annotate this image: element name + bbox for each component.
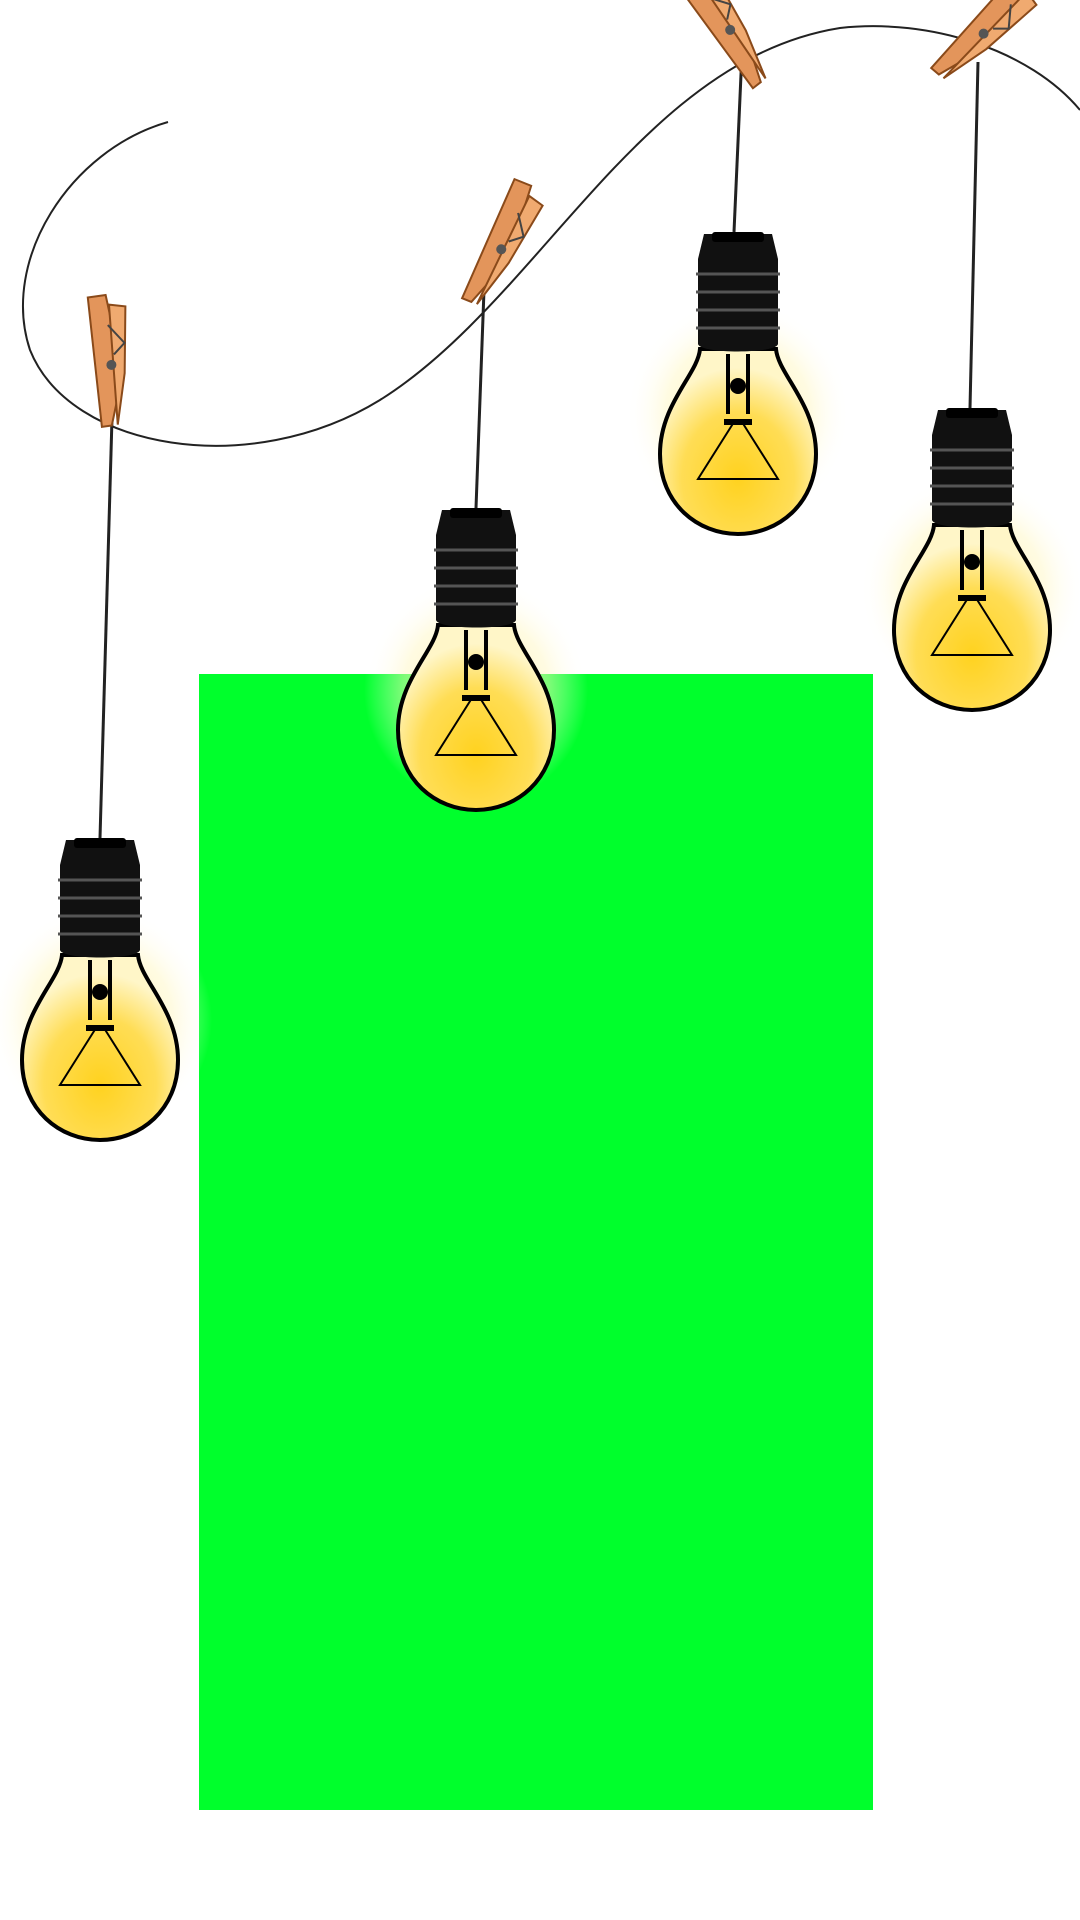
light-bulb-3 (626, 232, 850, 534)
hanging-wire (21, 25, 1080, 447)
clothespin-3 (671, 0, 786, 90)
drop-wire-2 (474, 289, 486, 509)
light-bulb-1 (0, 838, 212, 1140)
green-screen-panel (199, 674, 873, 1810)
clothespin-1 (82, 291, 143, 428)
clothespin-4 (930, 0, 1047, 95)
drop-wire-1 (98, 417, 114, 839)
clothespin-2 (461, 176, 549, 315)
drop-wire-3 (732, 51, 744, 233)
drop-wire-4 (968, 61, 980, 409)
light-bulb-4 (860, 408, 1080, 710)
